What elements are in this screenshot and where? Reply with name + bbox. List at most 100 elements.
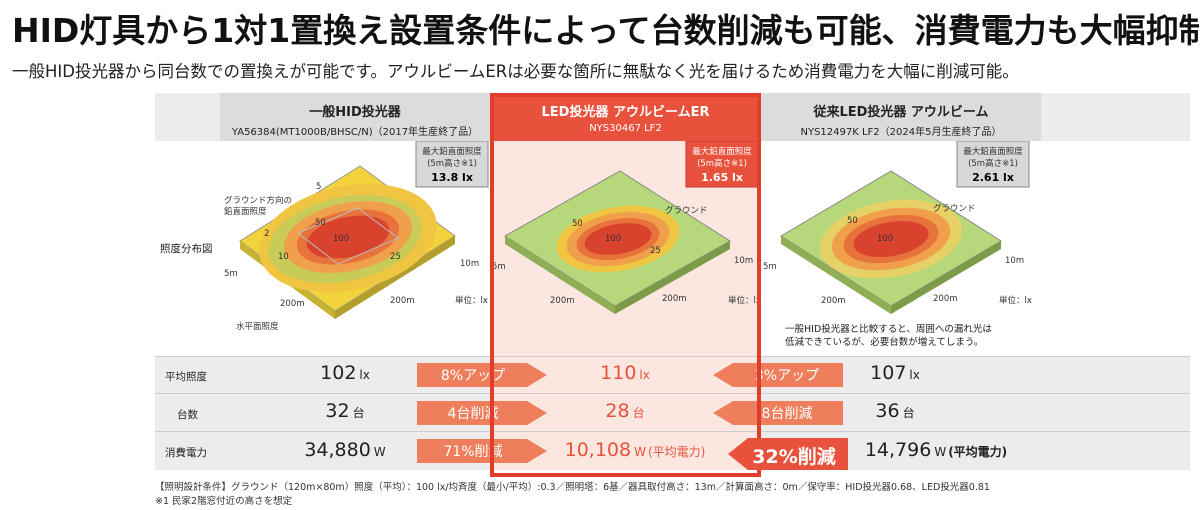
divider-power [155,431,1190,432]
size-label-hid-1: 200m [280,299,305,309]
unit-label-hid: 単位：lx [455,295,488,306]
height-label-er: 10m [734,256,753,266]
power-old-avg: (平均電力) [948,445,1008,459]
comparison-table: 一般HID投光器 YA56384(MT1000B/BHSC/N)（2017年生産… [155,93,1190,470]
power-old-value: 14,796 [864,439,932,461]
maxv-sub-old: (5m高さ※1) [968,158,1018,169]
arrow-illuminance-left-label: 8%アップ [440,368,506,384]
illuminance-old-unit: lx [909,368,920,382]
power-reduction-badge: 32%削減 [728,438,848,470]
maxv-label-old: 最大鉛直面照度 [963,146,1023,157]
header-old: 従来LED投光器 アウルビーム NYS12497K LF2（2024年5月生産終… [761,93,1041,141]
arrow-count-right-label: 8台削減 [761,406,813,422]
contour-label-2: 2 [264,229,269,239]
arrow-count-left: 4台削減 [417,401,547,425]
arrow-power-left-label: 71%削減 [443,444,503,460]
mid-height-label-er: 5m [492,262,506,272]
size-label-er-2: 200m [662,294,687,304]
arrow-illuminance-left: 8%アップ [417,363,547,387]
divider-count [155,393,1190,394]
count-er: 28 台 [565,400,685,422]
power-hid-value: 34,880 [304,439,371,461]
arrow-power-left: 71%削減 [417,439,547,463]
header-er: LED投光器 アウルビームER NYS30467 LF2 [490,93,761,141]
maxv-value-old: 2.61 lx [972,171,1014,184]
power-er-avg: (平均電力) [647,445,706,459]
header-hid-model: YA56384(MT1000B/BHSC/N)（2017年生産終了品） [231,127,479,138]
row-label-diagram: 照度分布図 [160,243,213,255]
header-hid: 一般HID投光器 YA56384(MT1000B/BHSC/N)（2017年生産… [220,93,490,141]
illuminance-er-unit: lx [639,368,650,382]
unit-label-er: 単位：lx [728,295,761,306]
maxv-sub-hid: (5m高さ※1) [427,158,477,169]
illuminance-diagram-hid: 100 50 25 10 5 2 グラウンド方向の 鉛直面照度 水平面照度 5m… [224,141,489,332]
power-old-unit: W [934,445,947,459]
illuminance-hid-unit: lx [359,368,370,382]
header-old-name: 従来LED投光器 アウルビーム [813,105,989,120]
row-label-power: 消費電力 [165,447,207,459]
power-hid-unit: W [373,445,386,459]
count-hid-unit: 台 [352,406,365,420]
count-old: 36 台 [835,400,955,422]
arrow-count-right: 8台削減 [713,401,843,425]
illuminance-diagram-er: 100 50 25 グラウンド 5m 10m 200m 200m 単位：lx 最… [492,141,761,314]
illuminance-hid: 102 lx [285,362,405,384]
arrow-illuminance-right-label: 3%アップ [754,368,820,384]
contour-label-100-er: 100 [605,234,621,244]
mid-height-label-old: 5m [763,262,777,272]
unit-label-old: 単位：lx [999,295,1032,306]
ground-text-er: グラウンド [665,205,708,216]
illuminance-hid-value: 102 [320,362,357,384]
size-label-er-1: 200m [550,296,575,306]
maxv-value-hid: 13.8 lx [431,171,473,184]
row-label-illuminance: 平均照度 [165,371,207,383]
power-er-unit: W [634,445,646,459]
ground-label-line1: グラウンド方向の [224,195,292,206]
divider-illuminance [155,356,1190,357]
arrow-count-left-label: 4台削減 [447,406,499,422]
arrow-illuminance-right: 3%アップ [713,363,843,387]
illuminance-old-value: 107 [870,362,907,384]
contour-label-50-old: 50 [847,216,858,226]
maxv-sub-er: (5m高さ※1) [697,158,747,169]
old-note-line1: 一般HID投光器と比較すると、周囲への漏れ光は [785,324,992,335]
illuminance-diagram-old: 100 50 グラウンド 5m 10m 200m 200m 単位：lx 最大鉛直… [763,141,1032,314]
ground-label-line2: 鉛直面照度 [224,206,267,217]
count-er-unit: 台 [632,406,645,420]
contour-label-50: 50 [315,218,326,228]
size-label-hid-2: 200m [390,296,415,306]
illuminance-old: 107 lx [835,362,955,384]
page-title: HID灯具から1対1置換え設置条件によって台数削減も可能、消費電力も大幅抑制 [12,11,1200,50]
size-label-old-2: 200m [933,294,958,304]
maxv-value-er: 1.65 lx [701,171,743,184]
count-hid: 32 台 [285,400,405,422]
power-er-value: 10,108 [564,439,632,461]
contour-label-25: 25 [390,252,401,262]
row-label-count: 台数 [177,409,198,421]
contour-label-50-er: 50 [572,219,583,229]
illuminance-er-value: 110 [600,362,637,384]
power-old: 14,796 W (平均電力) [841,439,1031,461]
size-label-old-1: 200m [821,296,846,306]
footnote: ※1 民家2階窓付近の高さを想定 [155,496,293,507]
contour-label-100-old: 100 [877,234,893,244]
illuminance-er: 110 lx [565,362,685,384]
count-old-unit: 台 [902,406,915,420]
height-label-old: 10m [1005,256,1024,266]
maxv-label-er: 最大鉛直面照度 [692,146,752,157]
maxv-label-hid: 最大鉛直面照度 [422,146,482,157]
design-conditions-note: 【照明設計条件】グラウンド（120m×80m）照度（平均）：100 lx/均斉度… [155,482,990,493]
power-reduction-badge-label: 32%削減 [752,446,836,468]
count-er-value: 28 [605,400,630,422]
count-hid-value: 32 [325,400,350,422]
contour-label-100: 100 [333,234,349,244]
count-old-value: 36 [875,400,900,422]
contour-label-10: 10 [278,252,289,262]
power-er: 10,108 W (平均電力) [545,439,725,461]
page-subtitle: 一般HID投光器から同台数での置換えが可能です。アウルビームERは必要な箇所に無… [12,62,1019,81]
header-er-model: NYS30467 LF2 [589,123,662,134]
er-highlight-frame [490,93,761,477]
header-er-name: LED投光器 アウルビームER [541,105,710,120]
mid-height-label-hid: 5m [224,269,238,279]
old-note-line2: 低減できているが、必要台数が増えてしまう。 [785,337,984,348]
